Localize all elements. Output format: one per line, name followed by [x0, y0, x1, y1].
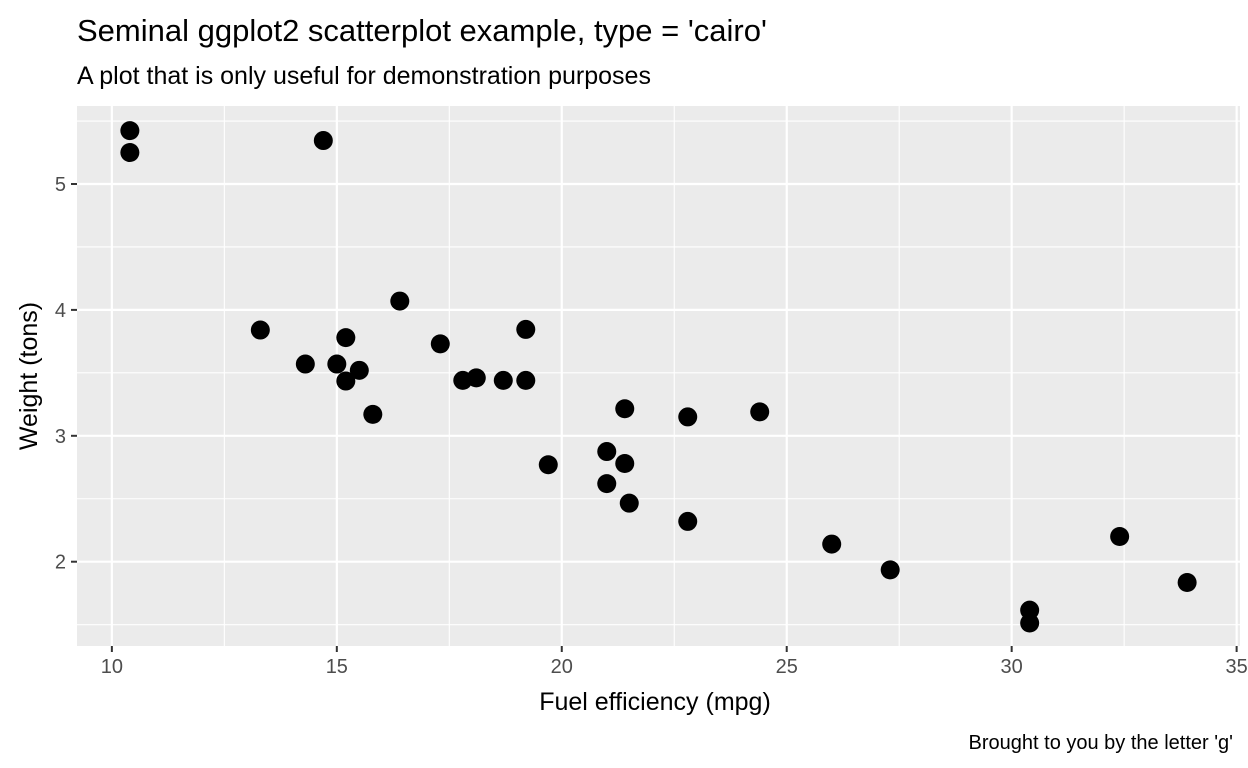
y-tick-label: 2: [55, 552, 66, 574]
data-point: [597, 442, 617, 462]
x-axis: 10 15 20 25 30 35: [101, 646, 1248, 678]
data-point: [678, 511, 698, 531]
x-tick-label: 30: [1001, 656, 1023, 678]
data-point: [516, 370, 536, 390]
data-point: [516, 319, 536, 339]
y-tick-label: 4: [55, 300, 66, 322]
x-axis-label: Fuel efficiency (mpg): [539, 688, 771, 716]
data-point: [250, 320, 270, 340]
data-point: [678, 407, 698, 427]
data-point: [453, 370, 473, 390]
data-point: [327, 354, 347, 374]
plot-panel: [77, 106, 1240, 646]
y-axis-label: Weight (tons): [15, 302, 43, 450]
chart-caption: Brought to you by the letter 'g': [969, 732, 1233, 754]
data-point: [295, 354, 315, 374]
data-point: [615, 454, 635, 474]
chart-subtitle: A plot that is only useful for demonstra…: [77, 62, 651, 90]
data-point: [1110, 527, 1130, 547]
x-tick-label: 20: [551, 656, 573, 678]
data-point: [313, 131, 333, 151]
data-point: [597, 474, 617, 494]
data-point: [493, 370, 513, 390]
x-tick-label: 35: [1226, 656, 1248, 678]
grid-major: [77, 106, 1240, 646]
data-point: [1020, 613, 1040, 633]
data-point: [880, 560, 900, 580]
y-tick-label: 5: [55, 174, 66, 196]
data-point: [120, 143, 140, 163]
grid-minor: [77, 106, 1240, 646]
y-axis: 2 3 4 5: [55, 174, 77, 574]
chart-title: Seminal ggplot2 scatterplot example, typ…: [77, 13, 767, 48]
data-point: [619, 493, 639, 513]
data-point: [615, 399, 635, 419]
data-point: [336, 328, 356, 348]
data-point: [349, 360, 369, 380]
x-tick-label: 25: [776, 656, 798, 678]
data-points: [120, 121, 1197, 633]
data-point: [120, 121, 140, 141]
data-point: [363, 404, 383, 424]
data-point: [538, 455, 558, 475]
data-point: [336, 371, 356, 391]
y-tick-label: 3: [55, 426, 66, 448]
x-tick-label: 15: [326, 656, 348, 678]
x-tick-label: 10: [101, 656, 123, 678]
data-point: [822, 534, 842, 554]
data-point: [430, 334, 450, 354]
data-point: [750, 402, 770, 422]
data-point: [390, 291, 410, 311]
data-point: [1177, 572, 1197, 592]
